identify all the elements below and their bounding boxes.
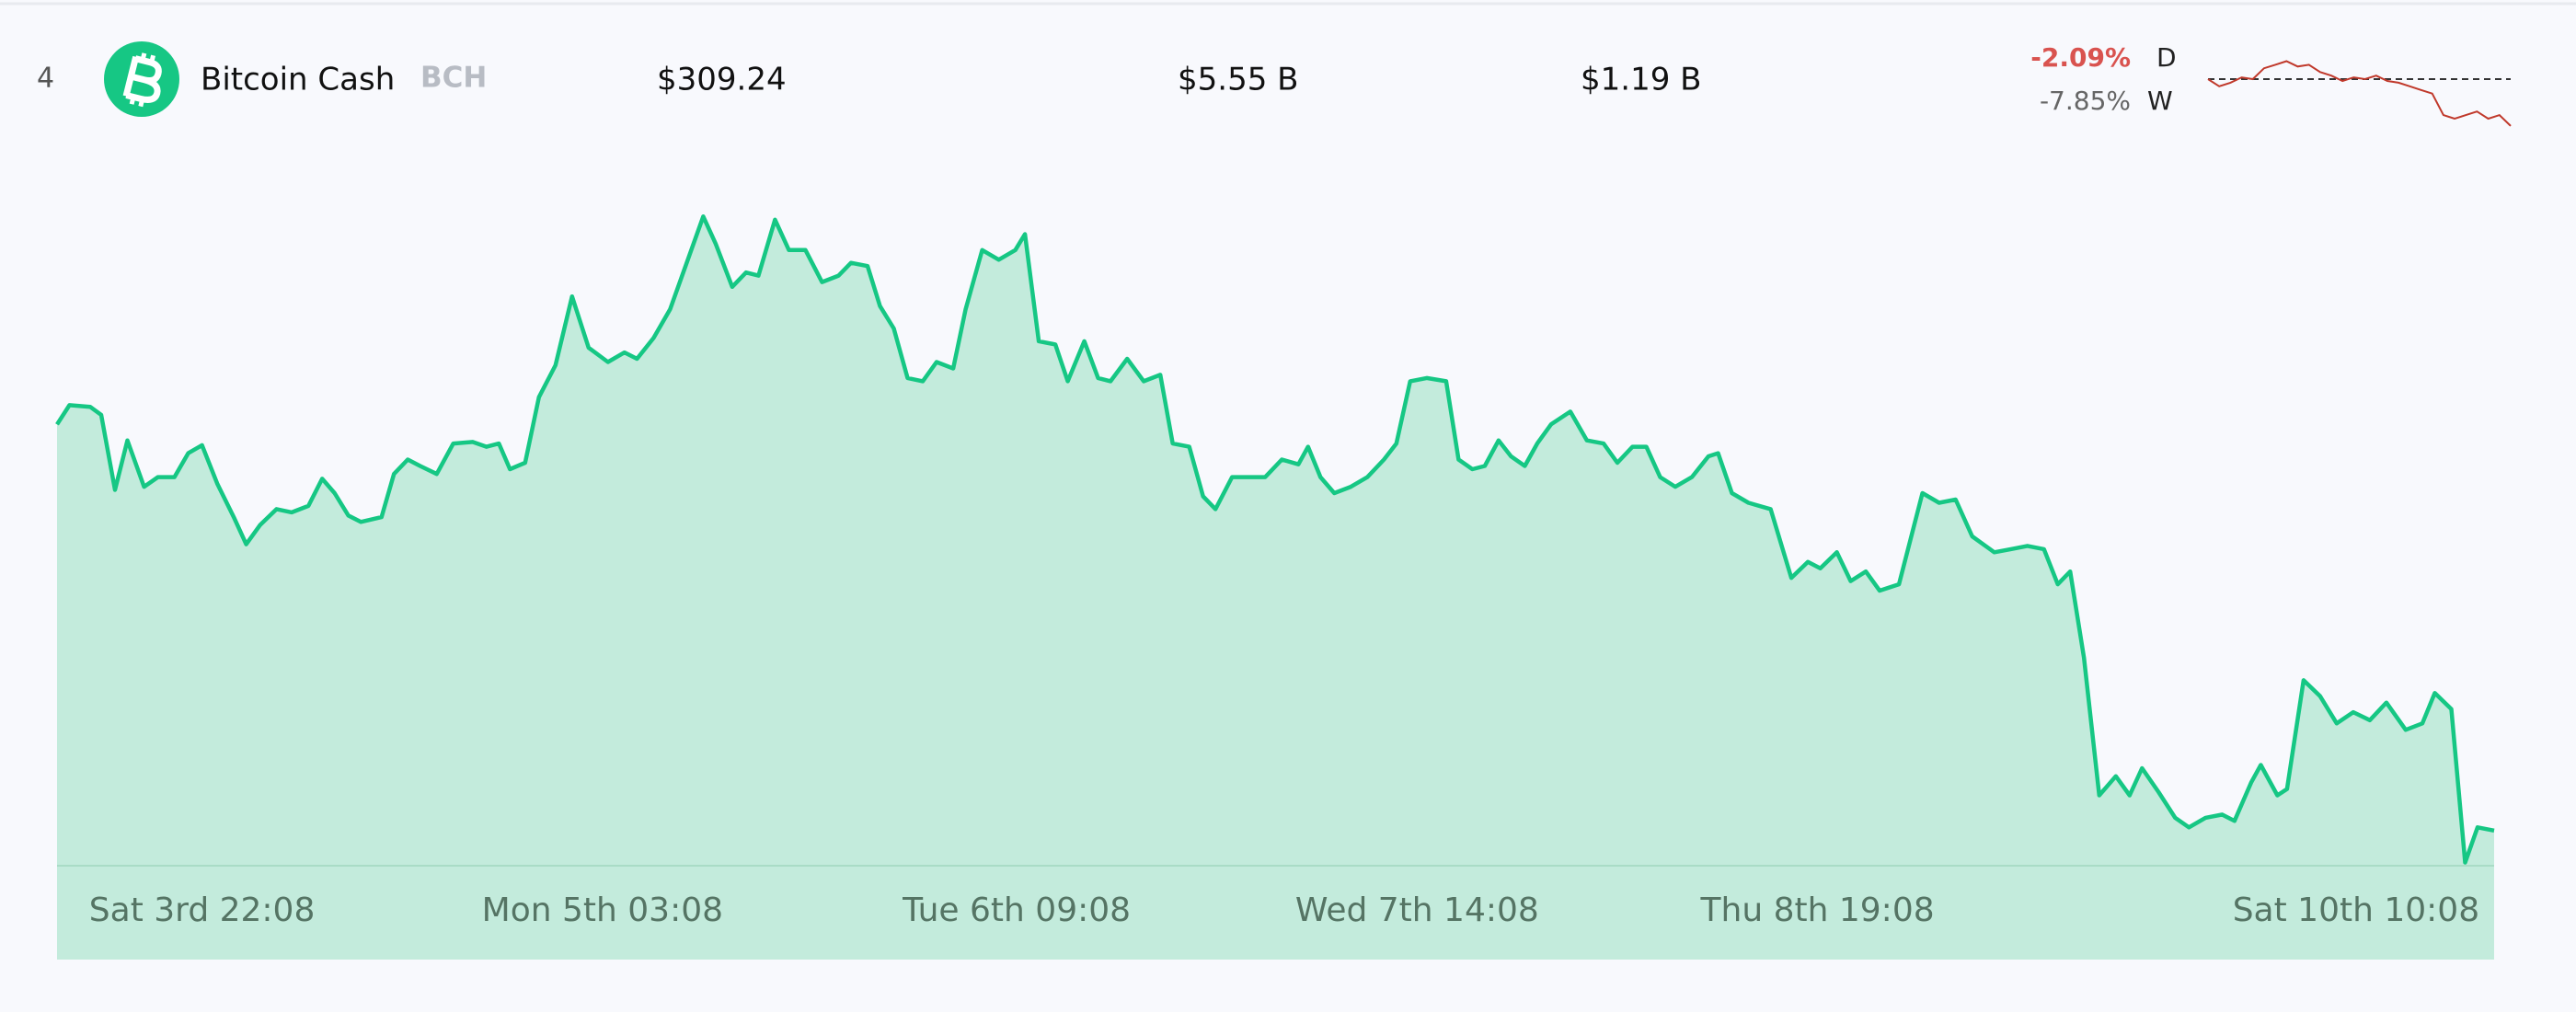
week-label: W — [2147, 86, 2173, 116]
x-tick-label: Sat 10th 10:08 — [2233, 891, 2479, 929]
rank: 4 — [37, 63, 54, 95]
market-cap: $5.55 B — [1178, 62, 1298, 98]
x-tick-label: Mon 5th 03:08 — [482, 891, 723, 929]
day-label: D — [2156, 42, 2177, 73]
day-change: -2.09% — [2030, 42, 2131, 73]
coin-symbol: BCH — [420, 62, 487, 95]
x-tick-label: Thu 8th 19:08 — [1700, 891, 1935, 929]
x-tick-label: Tue 6th 09:08 — [902, 891, 1131, 929]
volume: $1.19 B — [1581, 62, 1701, 98]
x-tick-label: Wed 7th 14:08 — [1295, 891, 1539, 929]
price: $309.24 — [657, 62, 787, 98]
price-line — [55, 214, 2495, 865]
x-tick-label: Sat 3rd 22:08 — [89, 891, 316, 929]
area-fill — [57, 216, 2494, 960]
coin-icon — [104, 41, 179, 117]
sparkline — [2207, 60, 2512, 127]
week-change: -7.85% — [2040, 86, 2131, 116]
coin-name[interactable]: Bitcoin Cash — [201, 62, 395, 98]
